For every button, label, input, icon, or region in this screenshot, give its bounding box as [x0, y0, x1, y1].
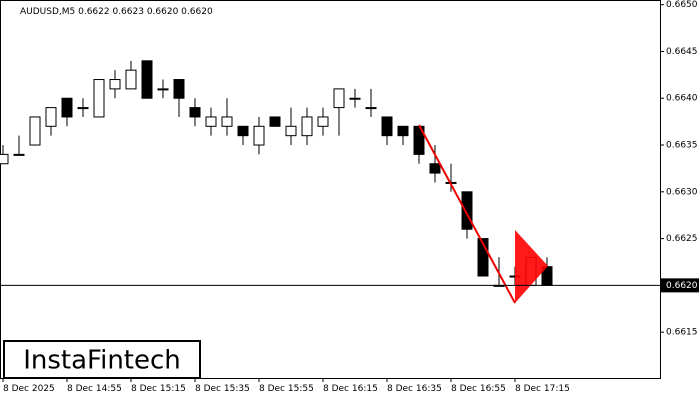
candle-body — [189, 107, 201, 118]
candle-body — [365, 107, 377, 110]
candle-body — [269, 116, 281, 127]
candle-body — [93, 79, 105, 118]
plot-frame — [0, 0, 661, 379]
candle-body — [349, 97, 361, 100]
y-tick-label: 0.6640 — [666, 94, 698, 104]
candle-body — [317, 116, 329, 127]
y-tick-label: 0.6635 — [666, 141, 698, 151]
candle-body — [477, 238, 489, 277]
x-tick-label: 8 Dec 16:55 — [451, 384, 506, 394]
candle-body — [45, 107, 57, 127]
candle-body — [125, 69, 137, 90]
x-tick-label: 8 Dec 17:15 — [515, 384, 570, 394]
candle-body — [429, 163, 441, 174]
x-tick-label: 8 Dec 16:15 — [323, 384, 378, 394]
candle-body — [109, 79, 121, 90]
candle-body — [253, 125, 265, 146]
candle-body — [221, 116, 233, 127]
candle-body — [141, 60, 153, 99]
y-tick-label: 0.6650 — [666, 0, 698, 10]
candle-body — [461, 191, 473, 230]
candle-body — [173, 79, 185, 99]
logo-box — [3, 340, 201, 379]
candle-body — [0, 153, 9, 165]
x-tick-label: 8 Dec 16:35 — [387, 384, 442, 394]
y-tick-label: 0.6645 — [666, 47, 698, 57]
y-tick-label: 0.6615 — [666, 328, 698, 338]
chart-title: AUDUSD,M5 0.6622 0.6623 0.6620 0.6620 — [20, 7, 213, 17]
candle-body — [77, 107, 89, 110]
candle-body — [157, 88, 169, 91]
candle-body — [285, 125, 297, 137]
x-tick-label: 8 Dec 15:15 — [131, 384, 186, 394]
pattern-line — [418, 124, 516, 304]
candle-body — [13, 153, 25, 156]
x-tick-label: 8 Dec 15:55 — [259, 384, 314, 394]
x-tick-label: 8 Dec 14:55 — [67, 384, 122, 394]
candle-body — [205, 116, 217, 127]
price-label: 0.6620 — [666, 281, 698, 291]
candle-body — [333, 88, 345, 109]
candle-body — [29, 116, 41, 146]
candle-body — [61, 97, 73, 118]
candle-body — [397, 125, 409, 137]
candle-body — [381, 116, 393, 137]
y-tick-label: 0.6625 — [666, 234, 698, 244]
candle-body — [237, 125, 249, 137]
x-tick-label: 8 Dec 2025 — [3, 384, 55, 394]
logo: InstaFintech — [23, 346, 181, 376]
price-label-box — [661, 278, 699, 293]
candle-body — [301, 116, 313, 137]
pennant — [515, 230, 548, 303]
x-tick-label: 8 Dec 15:35 — [195, 384, 250, 394]
y-tick-label: 0.6630 — [666, 187, 698, 197]
